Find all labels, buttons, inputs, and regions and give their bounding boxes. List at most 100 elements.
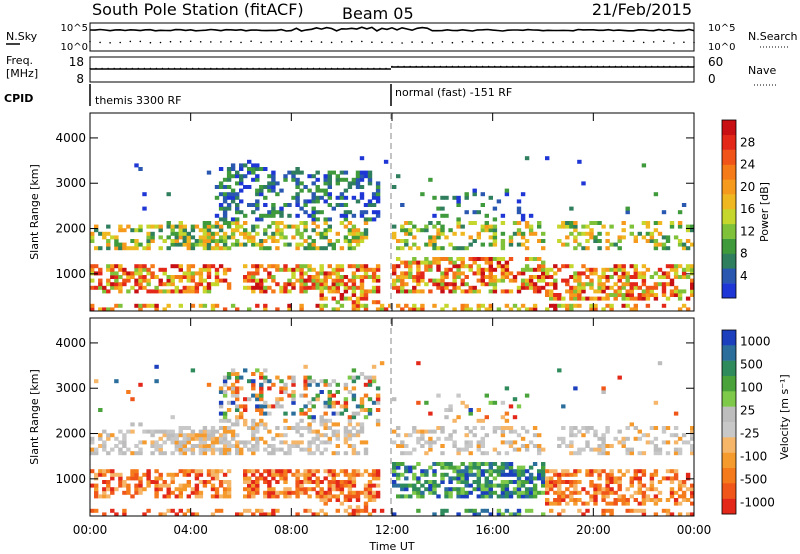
velocity-cell (589, 469, 594, 474)
velocity-cell (617, 469, 622, 474)
velocity-cell (259, 436, 264, 441)
velocity-cell (247, 480, 252, 484)
velocity-cell (327, 382, 332, 387)
velocity-cell (532, 462, 538, 466)
velocity-cell (653, 501, 659, 506)
power-cell (452, 260, 457, 265)
power-cell (424, 242, 429, 247)
velocity-cell (601, 436, 606, 441)
power-cell (581, 282, 586, 287)
velocity-cell (323, 411, 328, 416)
velocity-cell (649, 426, 655, 430)
power-cell (190, 271, 196, 276)
power-cell (569, 221, 574, 225)
nsearch-point (512, 41, 514, 44)
nave-point (89, 67, 91, 70)
velocity-cell (307, 422, 312, 427)
velocity-cell (549, 480, 554, 484)
power-cell (351, 235, 357, 240)
velocity-cell (645, 440, 651, 445)
power-cell (581, 271, 586, 276)
nave-point (427, 65, 429, 68)
power-cell (573, 224, 578, 229)
power-cell (347, 231, 353, 236)
colorbar-tick-label: 28 (740, 135, 755, 149)
velocity-cell (315, 393, 320, 398)
power-cell (263, 246, 268, 251)
velocity-cell (528, 476, 534, 481)
power-cell (327, 239, 332, 243)
velocity-cell (577, 490, 582, 495)
velocity-cell (178, 433, 183, 438)
power-cell (400, 260, 405, 265)
velocity-cell (307, 469, 312, 474)
velocity-cell (375, 483, 381, 488)
velocity-cell (347, 483, 353, 488)
power-cell (323, 221, 328, 225)
velocity-cell (641, 472, 647, 477)
velocity-cell (315, 469, 320, 474)
velocity-cell (347, 429, 353, 434)
velocity-cell (392, 465, 397, 470)
velocity-cell (553, 469, 558, 474)
power-cell (488, 260, 493, 265)
velocity-cell (669, 480, 675, 484)
power-cell (226, 224, 232, 229)
power-cell (283, 203, 288, 207)
velocity-cell (396, 465, 401, 470)
power-cell (182, 271, 187, 276)
power-cell (496, 260, 502, 265)
velocity-cell (267, 429, 272, 434)
power-cell (162, 282, 167, 287)
power-cell (492, 235, 498, 240)
power-cell (545, 289, 550, 294)
power-cell (577, 242, 582, 247)
power-cell (355, 235, 361, 240)
power-cell (573, 271, 578, 276)
velocity-cell (307, 379, 312, 384)
nave-point (179, 67, 182, 70)
velocity-cell (230, 429, 236, 434)
velocity-cell (420, 429, 425, 434)
power-cell (665, 275, 671, 279)
velocity-cell (557, 436, 562, 441)
nave-point (252, 67, 254, 70)
velocity-cell (456, 415, 461, 420)
power-cell (190, 285, 196, 290)
velocity-cell (295, 490, 300, 495)
power-cell (428, 242, 433, 247)
freq-ytick-bottom-right: 0 (708, 72, 716, 86)
power-cell (420, 192, 425, 197)
velocity-cell (162, 494, 167, 499)
velocity-cell (605, 483, 610, 488)
power-cell (126, 271, 131, 276)
velocity-cell (251, 429, 256, 434)
power-cell (428, 235, 433, 240)
velocity-cell (118, 476, 123, 481)
velocity-cell (182, 440, 187, 445)
power-cell (633, 239, 638, 243)
power-cell (166, 192, 171, 197)
power-cell (222, 235, 228, 240)
power-cell (645, 296, 651, 301)
power-cell (589, 221, 594, 225)
velocity-cell (90, 451, 95, 456)
velocity-cell (524, 447, 530, 452)
velocity-cell (226, 386, 232, 391)
velocity-cell (210, 451, 216, 456)
power-cell (432, 239, 437, 243)
velocity-cell (222, 393, 228, 398)
power-cell (335, 271, 340, 276)
power-cell (561, 221, 566, 225)
velocity-cell (279, 490, 284, 495)
velocity-cell (110, 469, 115, 474)
power-cell (396, 275, 401, 279)
velocity-cell (375, 397, 381, 402)
power-cell (436, 206, 441, 211)
power-cell (448, 267, 453, 272)
velocity-cell (690, 451, 695, 456)
velocity-cell (102, 494, 107, 499)
nave-point (439, 65, 441, 68)
power-cell (641, 235, 647, 240)
velocity-cell (106, 487, 111, 492)
